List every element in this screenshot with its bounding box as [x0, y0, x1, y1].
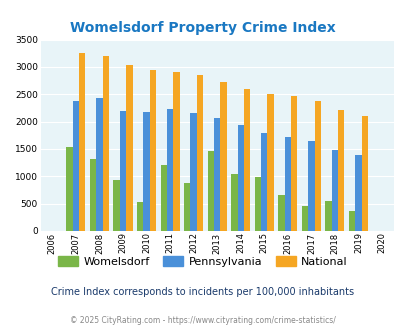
- Bar: [213, 118, 220, 231]
- Bar: [254, 178, 260, 231]
- Bar: [301, 206, 307, 231]
- Text: © 2025 CityRating.com - https://www.cityrating.com/crime-statistics/: © 2025 CityRating.com - https://www.city…: [70, 315, 335, 325]
- Bar: [337, 110, 343, 231]
- Bar: [348, 211, 354, 231]
- Bar: [102, 56, 109, 231]
- Bar: [361, 115, 367, 231]
- Bar: [90, 159, 96, 231]
- Bar: [325, 202, 331, 231]
- Text: Womelsdorf Property Crime Index: Womelsdorf Property Crime Index: [70, 21, 335, 35]
- Bar: [237, 125, 243, 231]
- Bar: [184, 183, 190, 231]
- Bar: [143, 112, 149, 231]
- Bar: [137, 202, 143, 231]
- Bar: [314, 101, 320, 231]
- Bar: [126, 65, 132, 231]
- Bar: [307, 141, 314, 231]
- Bar: [267, 94, 273, 231]
- Bar: [190, 113, 196, 231]
- Bar: [196, 75, 202, 231]
- Bar: [79, 53, 85, 231]
- Bar: [66, 147, 72, 231]
- Bar: [354, 155, 361, 231]
- Bar: [166, 109, 173, 231]
- Text: Crime Index corresponds to incidents per 100,000 inhabitants: Crime Index corresponds to incidents per…: [51, 287, 354, 297]
- Bar: [220, 82, 226, 231]
- Bar: [113, 180, 119, 231]
- Bar: [72, 101, 79, 231]
- Bar: [278, 195, 284, 231]
- Bar: [284, 137, 290, 231]
- Bar: [119, 111, 126, 231]
- Bar: [243, 89, 249, 231]
- Bar: [207, 150, 213, 231]
- Bar: [96, 98, 102, 231]
- Bar: [331, 150, 337, 231]
- Bar: [231, 174, 237, 231]
- Bar: [149, 70, 156, 231]
- Bar: [290, 96, 296, 231]
- Bar: [260, 133, 267, 231]
- Bar: [173, 72, 179, 231]
- Legend: Womelsdorf, Pennsylvania, National: Womelsdorf, Pennsylvania, National: [53, 251, 352, 271]
- Bar: [160, 165, 166, 231]
